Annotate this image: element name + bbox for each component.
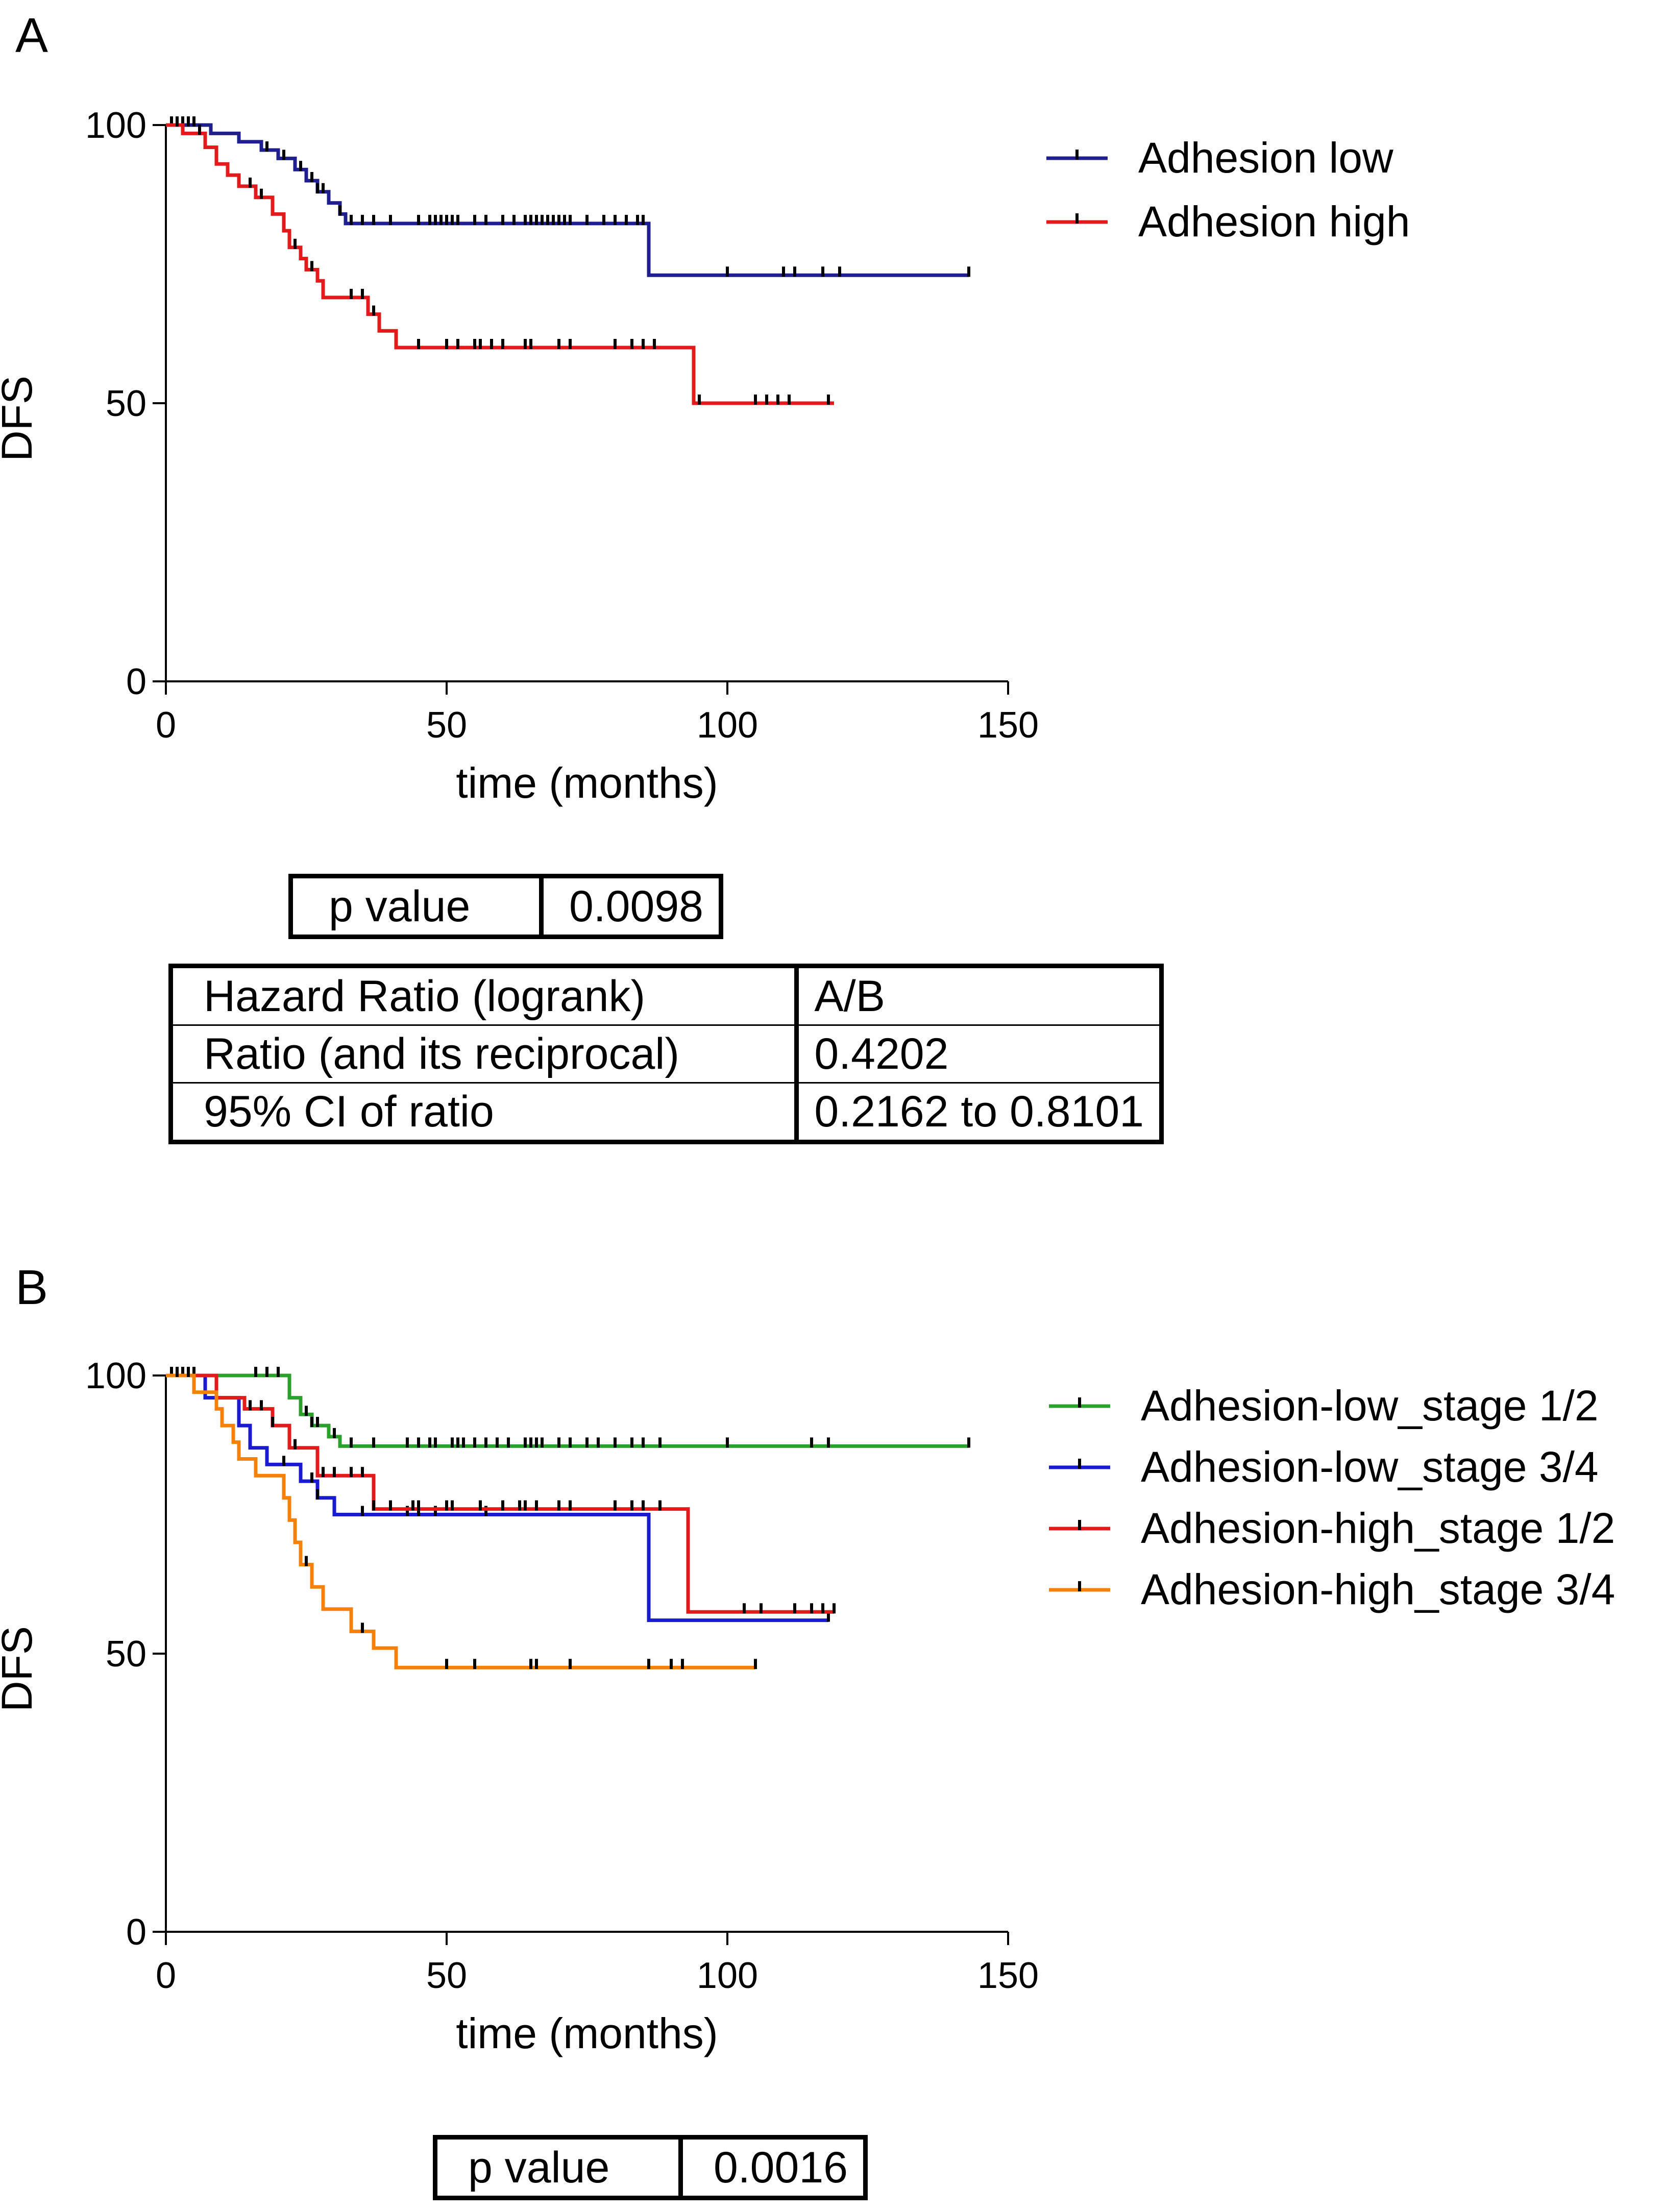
p-value-label: p value <box>434 2136 681 2199</box>
y-tick-label: 100 <box>85 105 146 146</box>
x-axis-label: time (months) <box>456 2009 718 2057</box>
y-tick-label: 0 <box>126 1912 146 1953</box>
p-value-label: p value <box>290 875 542 938</box>
km-curve-adhesion-low-stage-3-4 <box>166 1373 828 1623</box>
km-plot-b-svg: 0 50 100 0 50 100 150 time (months) DFS Adhesion-… <box>0 1356 1615 2057</box>
legend-label: Adhesion high <box>1138 198 1410 245</box>
hazard-ratio-table: Hazard Ratio (logrank) A/B Ratio (and it… <box>168 964 1164 1144</box>
x-tick-label: 150 <box>977 1955 1039 1996</box>
p-value-table-b: p value 0.0016 <box>433 2135 868 2200</box>
x-tick-label: 100 <box>697 1955 758 1996</box>
x-tick-label: 50 <box>426 1955 467 1996</box>
hazard-row-value: A/B <box>794 965 1162 1026</box>
km-curve-adhesion-high <box>166 123 834 405</box>
y-tick-label: 50 <box>106 383 146 424</box>
x-axis-label: time (months) <box>456 759 718 807</box>
hazard-row-value: 0.4202 <box>794 1024 1162 1084</box>
x-tick-label: 100 <box>697 705 758 746</box>
p-value-number: 0.0098 <box>539 875 722 938</box>
p-value-row: p value 0.0016 <box>434 2136 867 2199</box>
x-tick-label: 0 <box>156 705 176 746</box>
legend-label: Adhesion-high_stage 1/2 <box>1141 1504 1615 1552</box>
hazard-row-label: Ratio (and its reciprocal) <box>169 1024 798 1084</box>
km-curve-adhesion-high-stage-3-4 <box>166 1373 755 1669</box>
km-curve-adhesion-low <box>166 123 969 277</box>
hazard-row-label: Hazard Ratio (logrank) <box>169 965 798 1026</box>
legend-label: Adhesion-low_stage 1/2 <box>1141 1382 1599 1430</box>
x-tick-label: 0 <box>156 1955 176 1996</box>
legend-label: Adhesion low <box>1138 134 1393 182</box>
hazard-row: Ratio (and its reciprocal) 0.4202 <box>169 1024 1162 1084</box>
hazard-row: 95% CI of ratio 0.2162 to 0.8101 <box>169 1082 1162 1143</box>
hazard-row-label: 95% CI of ratio <box>169 1082 798 1143</box>
km-curve-adhesion-high-stage-1-2 <box>166 1373 834 1614</box>
legend-label: Adhesion-low_stage 3/4 <box>1141 1443 1599 1491</box>
y-axis-label: DFS <box>0 376 41 461</box>
hazard-row: Hazard Ratio (logrank) A/B <box>169 965 1162 1026</box>
km-plot-b: 0 50 100 0 50 100 150 time (months) DFS Adhesion-… <box>0 1327 1664 2077</box>
y-axis-label: DFS <box>0 1626 41 1712</box>
y-tick-label: 50 <box>106 1634 146 1675</box>
panel-letter-a: A <box>15 8 48 63</box>
panel-letter-b: B <box>15 1260 48 1315</box>
km-plot-a: 0 50 100 0 50 100 150 time (months) DFS Adhesion … <box>0 77 1664 827</box>
p-value-table-a: p value 0.0098 <box>288 874 723 939</box>
y-tick-label: 100 <box>85 1356 146 1396</box>
p-value-number: 0.0016 <box>678 2136 867 2199</box>
hazard-row-value: 0.2162 to 0.8101 <box>794 1082 1162 1143</box>
km-curve-adhesion-low-stage-1-2 <box>166 1373 969 1448</box>
legend-label: Adhesion-high_stage 3/4 <box>1141 1565 1615 1613</box>
x-tick-label: 50 <box>426 705 467 746</box>
km-plot-a-svg: 0 50 100 0 50 100 150 time (months) DFS Adhesion … <box>0 105 1410 807</box>
x-tick-label: 150 <box>977 705 1039 746</box>
p-value-row: p value 0.0098 <box>290 875 722 938</box>
y-tick-label: 0 <box>126 661 146 702</box>
